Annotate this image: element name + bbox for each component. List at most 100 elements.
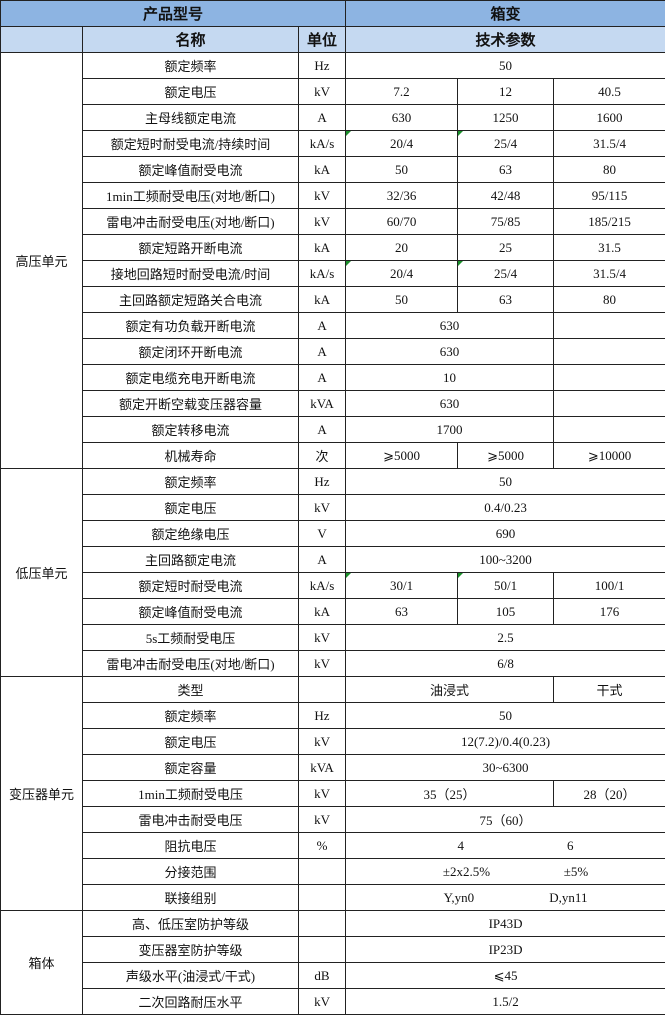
param-name: 额定电压: [82, 728, 299, 755]
param-value-pair: ±2x2.5% ±5%: [345, 858, 665, 885]
param-unit: [297, 858, 347, 885]
param-value: 63: [457, 156, 555, 183]
param-value: 63: [345, 598, 459, 625]
param-value: 31.5: [553, 234, 665, 261]
param-value: 630: [345, 104, 459, 131]
param-name: 高、低压室防护等级: [82, 910, 299, 937]
param-name: 额定短时耐受电流: [82, 572, 299, 599]
param-value: 25/4: [457, 260, 555, 287]
table-row: 额定峰值耐受电流 kA 50 63 80: [1, 156, 665, 183]
product-model-label: 产品型号: [0, 0, 347, 27]
param-value: 30~6300: [345, 754, 665, 781]
param-value: 12: [457, 78, 555, 105]
group-label: 箱体: [0, 910, 83, 1015]
unit-header: 单位: [297, 26, 347, 53]
param-unit: kV: [297, 208, 347, 235]
header-row-model: 产品型号 箱变: [0, 0, 665, 27]
param-value: 4: [457, 837, 465, 853]
param-unit: A: [297, 416, 347, 443]
table-row: 雷电冲击耐受电压(对地/断口) kV 60/70 75/85 185/215: [1, 208, 665, 235]
param-value: 油浸式: [345, 676, 555, 703]
table-row: 分接范围 ±2x2.5% ±5%: [1, 858, 665, 885]
param-value: 2.5: [345, 624, 665, 651]
param-name: 1min工频耐受电压: [82, 780, 299, 807]
table-row: 额定电压 kV 12(7.2)/0.4(0.23): [1, 728, 665, 755]
param-value: 63: [457, 286, 555, 313]
param-unit: kV: [297, 494, 347, 521]
param-value: 31.5/4: [553, 260, 665, 287]
param-unit: kV: [297, 780, 347, 807]
group-label: 变压器单元: [0, 676, 83, 911]
table-row: 额定闭环开断电流 A 630: [1, 338, 665, 365]
param-name: 额定电缆充电开断电流: [82, 364, 299, 391]
param-unit: 次: [297, 442, 347, 469]
param-value: 12(7.2)/0.4(0.23): [345, 728, 665, 755]
param-name: 接地回路短时耐受电流/时间: [82, 260, 299, 287]
param-value: 40.5: [553, 78, 665, 105]
param-value: ⩾5000: [345, 442, 459, 469]
param-value: 6: [567, 837, 574, 853]
table-row: 阻抗电压% 4 6: [1, 832, 665, 859]
param-unit: dB: [297, 962, 347, 989]
param-value: 50: [345, 156, 459, 183]
param-unit: kV: [297, 806, 347, 833]
param-value: 20/4: [345, 130, 459, 157]
param-name: 额定容量: [82, 754, 299, 781]
param-value: D,yn11: [549, 889, 588, 905]
param-name: 额定闭环开断电流: [82, 338, 299, 365]
param-unit: Hz: [297, 52, 347, 79]
param-value: 31.5/4: [553, 130, 665, 157]
group-label: 高压单元: [0, 52, 83, 469]
table-row: 声级水平(油浸式/干式) dB ⩽45: [1, 962, 665, 989]
param-unit: kV: [297, 78, 347, 105]
param-name: 雷电冲击耐受电压(对地/断口): [82, 650, 299, 677]
param-name: 雷电冲击耐受电压(对地/断口): [82, 208, 299, 235]
param-value: 6/8: [345, 650, 665, 677]
param-name: 额定转移电流: [82, 416, 299, 443]
param-name: 主回路额定短路关合电流: [82, 286, 299, 313]
param-unit: [297, 910, 347, 937]
param-unit: V: [297, 520, 347, 547]
param-value: [553, 390, 665, 417]
table-row: 额定开断空载变压器容量 kVA 630: [1, 390, 665, 417]
param-value: 100~3200: [345, 546, 665, 573]
table-row: 联接组别 Y,yn0 D,yn11: [1, 884, 665, 911]
table-row: 变压器室防护等级 IP23D: [1, 936, 665, 963]
param-name: 额定频率: [82, 702, 299, 729]
param-value: 28（20）: [553, 780, 665, 807]
param-unit: kA: [297, 598, 347, 625]
table-row: 5s工频耐受电压 kV 2.5: [1, 624, 665, 651]
table-row: 额定转移电流 A 1700: [1, 416, 665, 443]
param-name: 额定有功负载开断电流: [82, 312, 299, 339]
param-unit: A: [297, 312, 347, 339]
param-name: 额定电压: [82, 78, 299, 105]
param-unit: [297, 936, 347, 963]
param-value: 20/4: [345, 260, 459, 287]
name-header: 名称: [82, 26, 299, 53]
param-value: ⩽45: [345, 962, 665, 989]
param-value: 80: [553, 286, 665, 313]
param-name: 5s工频耐受电压: [82, 624, 299, 651]
param-value: 35（25）: [345, 780, 555, 807]
param-value: 30/1: [345, 572, 459, 599]
param-value: 60/70: [345, 208, 459, 235]
param-unit: kV: [297, 650, 347, 677]
param-name: 二次回路耐压水平: [82, 988, 299, 1015]
param-value: ±2x2.5%: [442, 863, 491, 879]
table-row: 额定绝缘电压 V 690: [1, 520, 665, 547]
param-name: 主回路额定电流: [82, 546, 299, 573]
param-name: 额定频率: [82, 52, 299, 79]
param-name: 额定电压: [82, 494, 299, 521]
header-row-columns: 名称 单位 技术参数: [0, 26, 665, 53]
param-value: 20: [345, 234, 459, 261]
param-value: 32/36: [345, 182, 459, 209]
table-row: 额定短路开断电流 kA 20 25 31.5: [1, 234, 665, 261]
param-value: 630: [345, 312, 555, 339]
param-name: 额定绝缘电压: [82, 520, 299, 547]
table-row: 额定峰值耐受电流 kA 63 105 176: [1, 598, 665, 625]
param-value: 630: [345, 390, 555, 417]
params-header: 技术参数: [345, 26, 665, 53]
